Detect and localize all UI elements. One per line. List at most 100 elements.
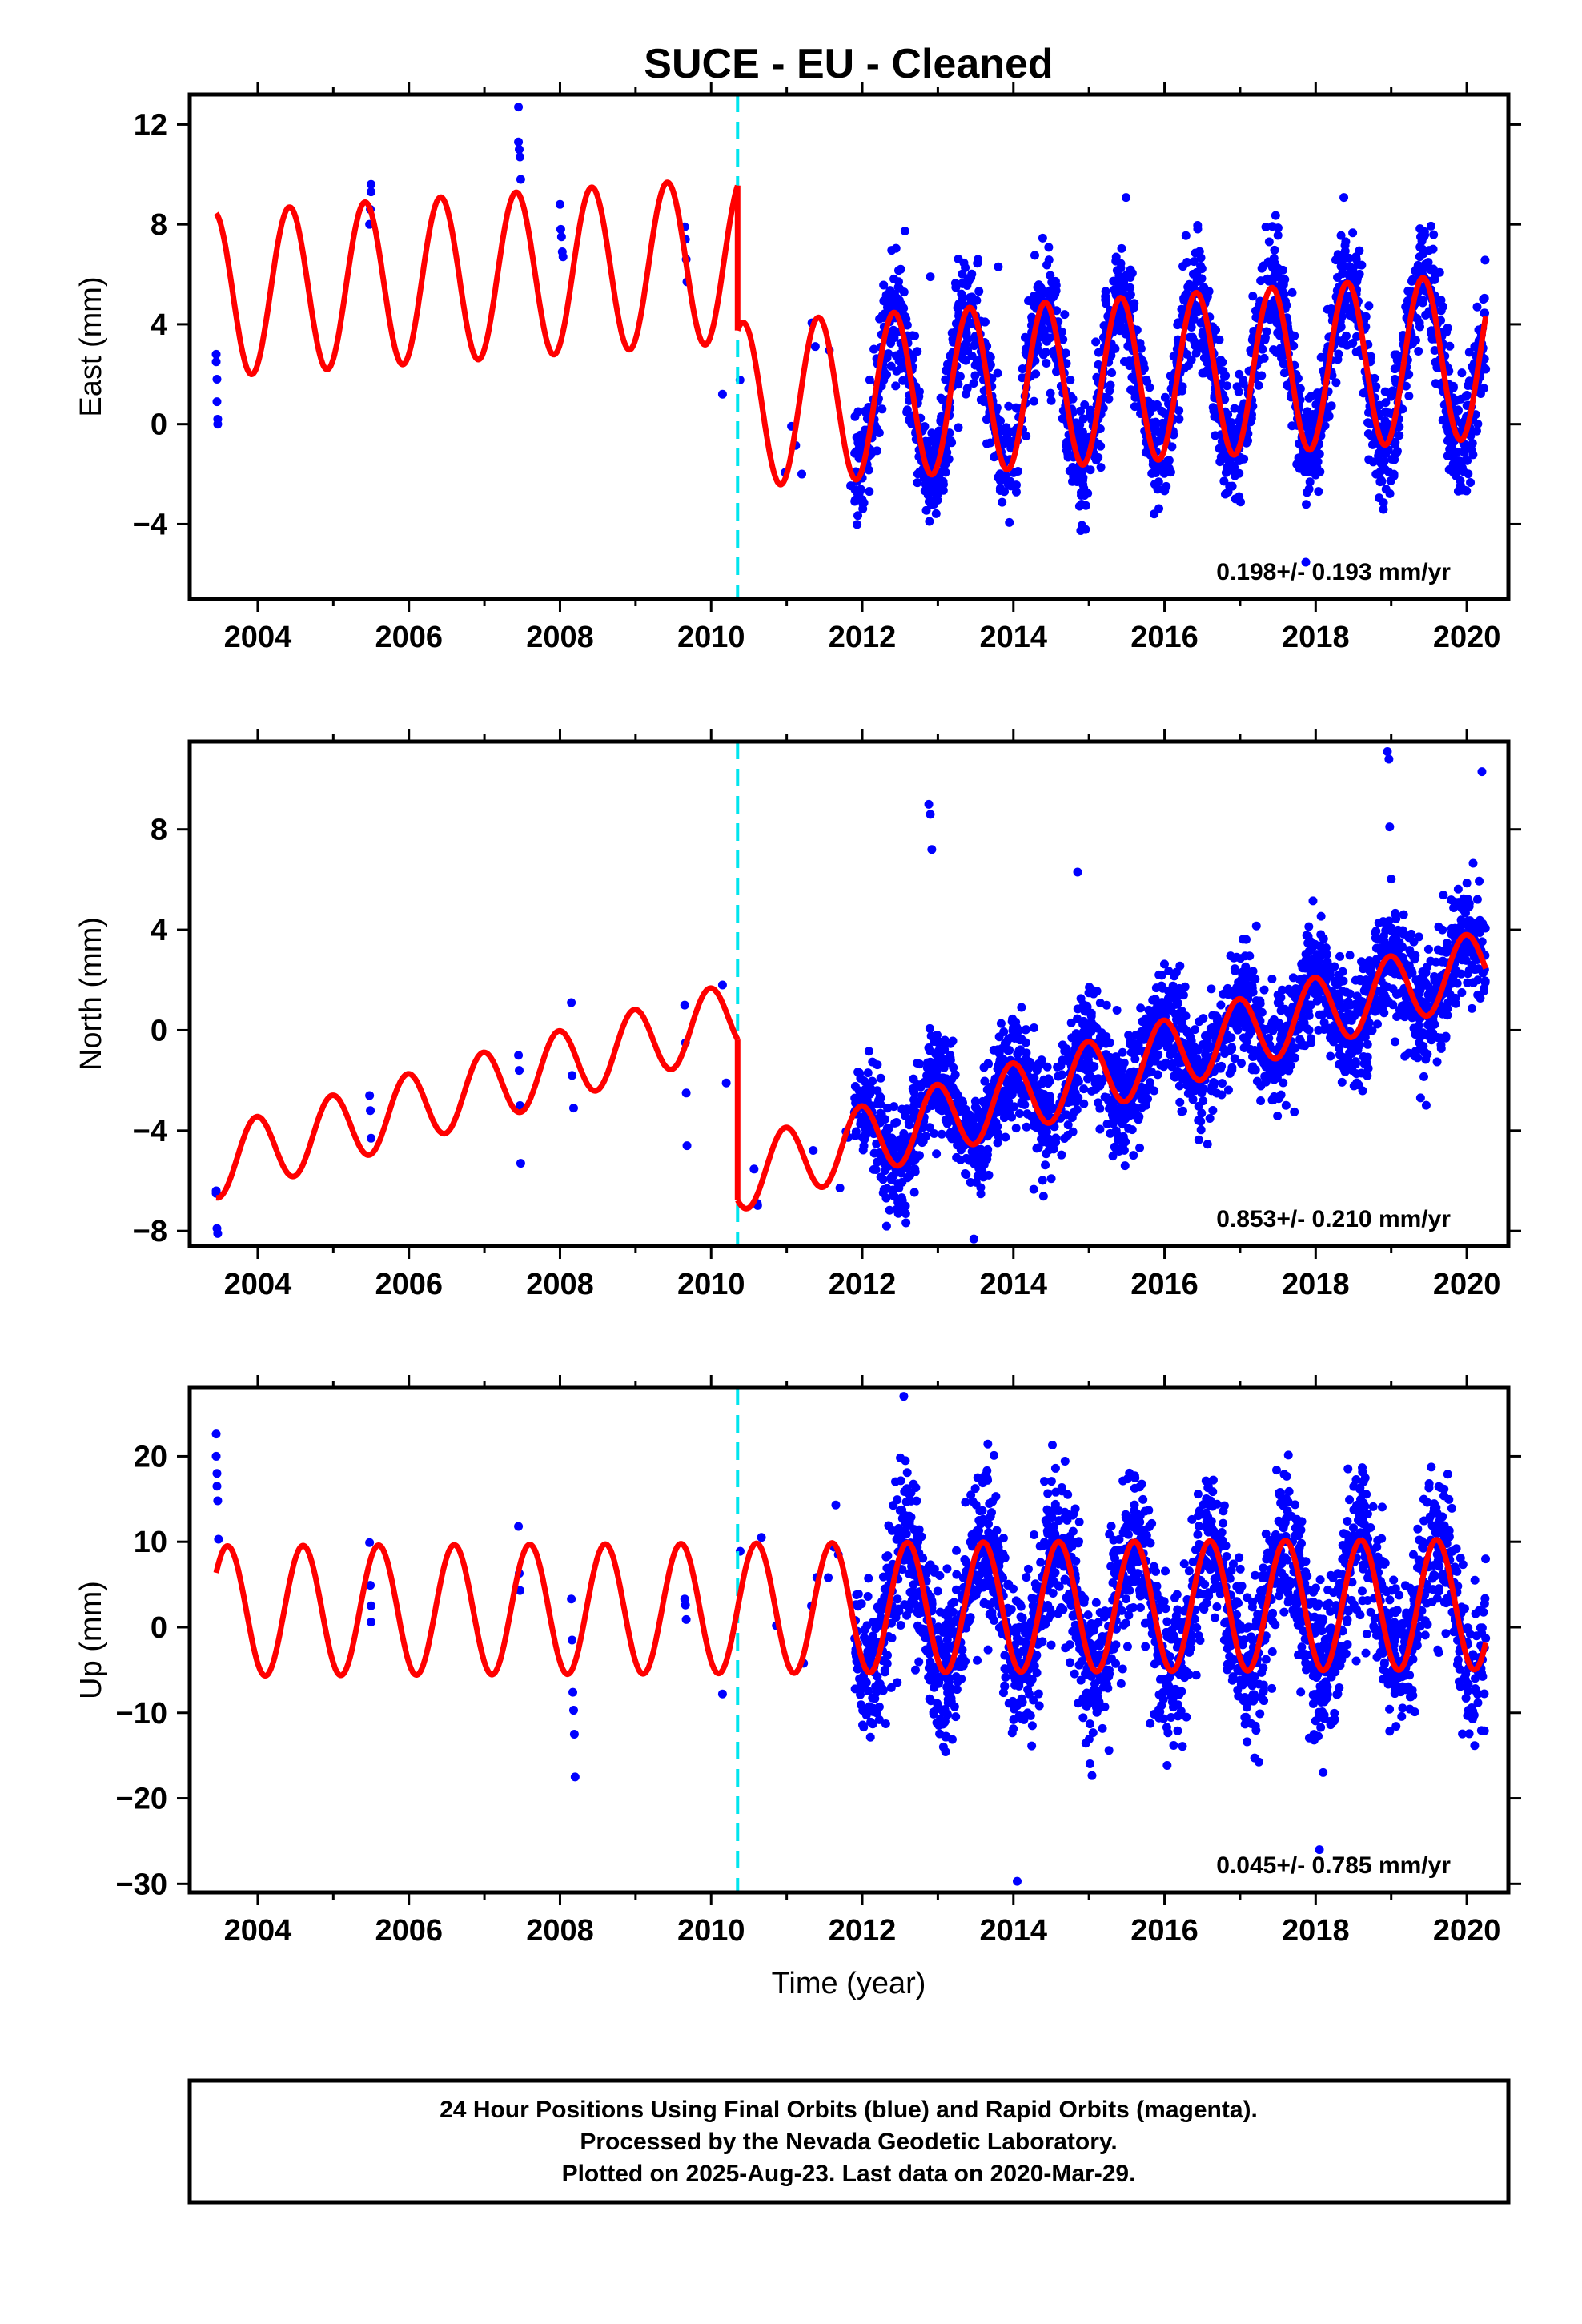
north-y-tick-label: 4 [151, 914, 167, 947]
north-point [835, 1184, 845, 1193]
north-point [1120, 1072, 1130, 1082]
east-point [1223, 455, 1232, 464]
east-point [1235, 492, 1244, 501]
east-point [958, 354, 968, 364]
east-point [858, 504, 868, 513]
north-point [1223, 1085, 1233, 1095]
north-point [1374, 918, 1383, 927]
figure-title: SUCE - EU - Cleaned [644, 41, 1053, 87]
east-point [211, 357, 221, 367]
north-point [980, 1076, 990, 1086]
north-point [1462, 879, 1472, 888]
east-point [1101, 295, 1110, 304]
north-point [1168, 991, 1178, 1000]
east-point [1189, 257, 1199, 267]
east-point [954, 423, 963, 432]
north-x-tick-label: 2008 [526, 1268, 594, 1301]
north-point [1378, 1001, 1387, 1011]
up-point [570, 1772, 580, 1782]
north-point [1224, 986, 1234, 995]
north-point [1291, 1043, 1300, 1053]
east-point [1044, 255, 1054, 265]
north-point [1022, 1048, 1031, 1058]
north-point [1276, 1090, 1286, 1100]
north-point [881, 1221, 891, 1231]
north-point [515, 1100, 524, 1110]
north-point [1188, 1095, 1198, 1104]
north-point [1342, 1059, 1351, 1068]
east-point [994, 262, 1003, 271]
east-point [1263, 314, 1273, 324]
up-point [899, 1392, 909, 1401]
east-point [1038, 233, 1047, 243]
north-point [1086, 1018, 1096, 1027]
north-point [1148, 995, 1158, 1005]
east-point [1117, 243, 1126, 253]
east-point [1480, 255, 1490, 265]
north-point [1371, 1002, 1381, 1011]
east-point [1126, 273, 1135, 283]
east-point [970, 340, 980, 349]
up-point [1315, 1845, 1324, 1855]
north-point [925, 1046, 934, 1055]
north-point [1159, 959, 1169, 969]
north-x-tick-label: 2010 [677, 1268, 745, 1301]
east-point [556, 232, 566, 242]
east-point [1118, 286, 1127, 296]
east-point [970, 371, 980, 380]
north-point [1051, 1133, 1061, 1143]
north-point [1191, 1025, 1200, 1035]
north-point [1194, 1116, 1203, 1125]
east-point [850, 495, 860, 505]
north-point [1255, 996, 1265, 1006]
east-point [1472, 302, 1482, 312]
north-point [1015, 1035, 1025, 1045]
north-y-tick-label: −8 [133, 1215, 167, 1248]
north-point [1103, 1096, 1113, 1105]
east-point [1310, 463, 1319, 472]
east-point [1340, 241, 1350, 251]
north-point [1428, 1028, 1438, 1038]
east-point [1390, 374, 1399, 384]
east-point [1259, 261, 1268, 271]
east-frame [187, 92, 1511, 601]
east-point [1466, 477, 1476, 487]
east-point [1030, 251, 1039, 260]
up-point [365, 1538, 375, 1547]
north-point [1135, 1143, 1145, 1152]
north-point [1322, 962, 1331, 971]
east-point [810, 342, 820, 352]
north-point [1020, 1100, 1030, 1109]
east-y-tick-label: 4 [151, 308, 167, 342]
up-point [1013, 1876, 1022, 1886]
north-point [1316, 911, 1326, 921]
north-point [1423, 944, 1433, 954]
east-point [950, 279, 960, 288]
east-point [936, 393, 946, 403]
north-point [1139, 1089, 1149, 1099]
east-point [910, 331, 920, 340]
north-point [1011, 1072, 1021, 1082]
north-point [1119, 1058, 1129, 1068]
east-point [1261, 222, 1271, 231]
north-point [1303, 939, 1313, 948]
east-point [1336, 322, 1346, 332]
up-point [568, 1706, 578, 1715]
east-point [1395, 431, 1404, 440]
east-point [893, 266, 903, 275]
north-point [1443, 943, 1453, 953]
north-point [958, 1098, 968, 1108]
north-point [681, 1088, 691, 1098]
east-point [1275, 331, 1284, 340]
north-point [991, 1117, 1001, 1127]
north-point [1017, 1003, 1026, 1012]
north-point [966, 1177, 975, 1187]
north-point [1292, 984, 1302, 994]
east-point [1254, 380, 1263, 390]
north-point [1407, 929, 1416, 939]
east-point [879, 280, 889, 290]
north-point [1311, 980, 1320, 990]
north-point [974, 1111, 983, 1120]
east-point [1193, 224, 1203, 234]
